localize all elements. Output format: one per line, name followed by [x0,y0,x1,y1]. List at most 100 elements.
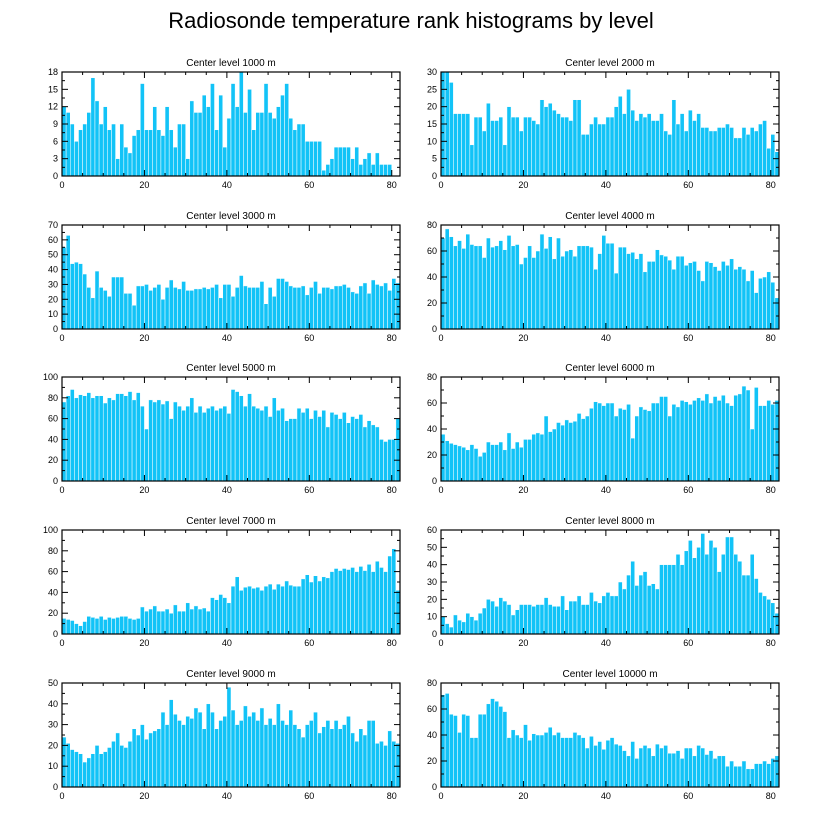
bar [152,730,158,788]
y-tick-label: 12 [48,102,58,112]
bar [543,415,549,482]
y-tick-label: 6 [53,136,58,146]
bar [127,618,133,635]
bar [457,732,462,788]
bar [387,290,393,330]
bar [119,393,125,482]
bar [177,288,182,330]
bar [659,254,664,330]
bar [494,700,499,788]
bar [304,141,310,177]
bar [617,745,623,788]
bar [177,610,182,635]
bar [346,146,351,177]
bar [617,407,623,482]
bar [358,285,364,330]
bar [251,587,256,635]
bar [276,410,281,482]
bar [749,768,755,788]
bar [626,574,631,635]
bar [527,116,532,177]
bar [762,276,767,330]
bar [749,428,755,482]
bar [119,276,125,330]
bar [181,724,186,788]
bar [613,595,619,635]
bar [218,407,224,482]
x-tick-label: 60 [304,791,314,801]
bar [300,412,306,482]
y-tick-label: 20 [427,450,437,460]
bar [692,755,697,788]
x-tick-label: 0 [59,485,64,495]
x-tick-label: 0 [59,333,64,343]
bar [663,130,668,177]
bar [226,117,232,177]
bar [218,594,224,635]
bar [193,412,199,482]
bar [156,284,162,330]
bar [564,250,570,330]
bar [506,737,512,788]
bar [634,585,640,635]
bar [519,737,524,788]
bar [663,745,668,788]
bar [774,400,780,482]
bar [263,303,269,330]
bar [206,703,211,788]
bar [609,595,615,635]
bar [127,740,133,788]
bar [94,745,100,788]
bar [696,113,701,177]
bar [514,609,520,635]
x-tick-label: 80 [766,791,776,801]
bar [556,113,561,177]
bar [688,109,693,177]
bar [271,117,277,177]
bar [506,235,512,330]
bar [271,589,277,635]
bar [78,394,83,482]
bar [193,605,199,635]
bar [576,413,582,482]
bar [366,152,372,177]
bar [650,120,656,177]
bar [683,747,689,788]
bar [506,106,512,177]
bar [457,240,462,330]
bar [218,720,224,788]
x-tick-label: 80 [766,485,776,495]
bar [539,99,545,177]
bar [477,612,483,635]
bar [280,278,285,330]
bar [177,123,182,177]
bar [370,720,376,788]
bar [737,393,743,482]
x-tick-label: 40 [601,333,611,343]
x-tick-label: 40 [601,485,611,495]
bar [214,129,219,177]
bar [642,745,648,788]
bar [638,406,644,482]
bar [65,743,71,788]
bar [543,106,549,177]
bar [688,262,693,330]
y-tick-label: 0 [53,324,58,334]
bar [572,600,578,635]
panel-title: Center level 1000 m [186,58,276,69]
bar [502,144,508,177]
bar [379,439,384,482]
bar [527,604,532,635]
bar [317,293,322,330]
bar [284,83,289,177]
bar [333,146,339,177]
y-tick-label: 40 [48,265,58,275]
bar [160,135,166,177]
bar [766,271,772,330]
bar [531,120,537,177]
bar [770,404,776,482]
bar [523,439,528,482]
bar [770,602,776,635]
y-tick-label: 40 [427,730,437,740]
bar [164,608,170,635]
